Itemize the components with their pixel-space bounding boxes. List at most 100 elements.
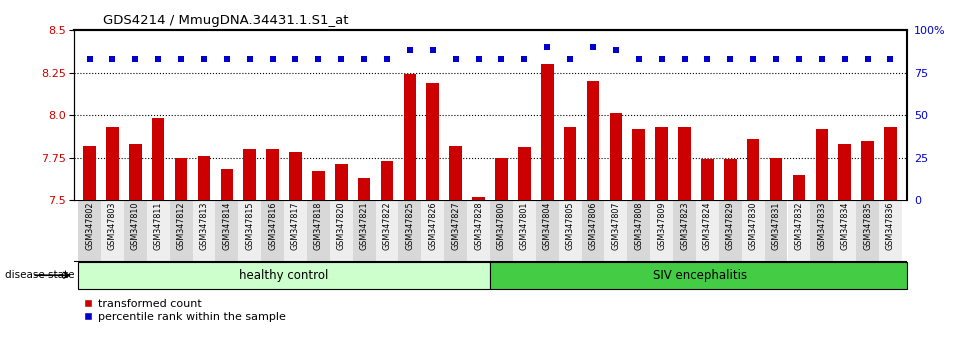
Point bbox=[402, 48, 417, 53]
Text: GDS4214 / MmugDNA.34431.1.S1_at: GDS4214 / MmugDNA.34431.1.S1_at bbox=[103, 13, 349, 27]
Text: GSM347823: GSM347823 bbox=[680, 202, 689, 250]
Bar bbox=[673, 200, 696, 262]
Point bbox=[470, 56, 486, 62]
Point bbox=[585, 44, 601, 50]
Bar bbox=[719, 200, 742, 262]
Point bbox=[883, 56, 899, 62]
Text: GSM347800: GSM347800 bbox=[497, 202, 506, 250]
Point bbox=[265, 56, 280, 62]
Text: GSM347808: GSM347808 bbox=[634, 202, 643, 250]
Text: GSM347801: GSM347801 bbox=[519, 202, 529, 250]
Bar bbox=[444, 200, 467, 262]
Bar bbox=[238, 200, 261, 262]
Bar bbox=[587, 81, 600, 200]
Point bbox=[563, 56, 578, 62]
Text: GSM347806: GSM347806 bbox=[588, 202, 598, 250]
Bar bbox=[747, 139, 760, 200]
Point bbox=[722, 56, 738, 62]
Text: GSM347816: GSM347816 bbox=[269, 202, 277, 250]
Point bbox=[837, 56, 853, 62]
Point bbox=[311, 56, 326, 62]
Text: GSM347827: GSM347827 bbox=[451, 202, 461, 251]
Text: GSM347828: GSM347828 bbox=[474, 202, 483, 250]
Text: GSM347822: GSM347822 bbox=[382, 202, 392, 251]
Bar bbox=[518, 147, 530, 200]
Bar bbox=[650, 200, 673, 262]
Bar bbox=[861, 141, 874, 200]
Bar bbox=[581, 200, 605, 262]
Point bbox=[173, 56, 189, 62]
Bar bbox=[220, 170, 233, 200]
Point bbox=[196, 56, 212, 62]
Bar bbox=[358, 178, 370, 200]
Bar bbox=[198, 156, 211, 200]
Bar bbox=[857, 200, 879, 262]
Bar bbox=[330, 200, 353, 262]
Point bbox=[150, 56, 166, 62]
Bar bbox=[559, 200, 581, 262]
Bar bbox=[353, 200, 375, 262]
Text: GSM347833: GSM347833 bbox=[817, 202, 826, 250]
Text: GSM347820: GSM347820 bbox=[337, 202, 346, 250]
Bar bbox=[123, 200, 147, 262]
Point bbox=[859, 56, 875, 62]
Bar bbox=[152, 119, 165, 200]
Point bbox=[81, 56, 97, 62]
Legend: transformed count, percentile rank within the sample: transformed count, percentile rank withi… bbox=[79, 294, 290, 326]
Bar bbox=[78, 200, 101, 262]
Text: GSM347834: GSM347834 bbox=[840, 202, 850, 250]
Bar bbox=[884, 127, 897, 200]
Text: GSM347815: GSM347815 bbox=[245, 202, 254, 250]
Bar bbox=[769, 158, 782, 200]
Bar bbox=[421, 200, 444, 262]
Text: GSM347802: GSM347802 bbox=[85, 202, 94, 250]
Bar bbox=[495, 158, 508, 200]
Point bbox=[700, 56, 715, 62]
Bar bbox=[307, 200, 330, 262]
Bar bbox=[426, 83, 439, 200]
Text: GSM347817: GSM347817 bbox=[291, 202, 300, 250]
Bar bbox=[261, 200, 284, 262]
Point bbox=[105, 56, 121, 62]
Point bbox=[654, 56, 669, 62]
Point bbox=[676, 56, 692, 62]
Bar bbox=[170, 200, 192, 262]
Point bbox=[631, 56, 647, 62]
Point bbox=[242, 56, 258, 62]
Text: GSM347818: GSM347818 bbox=[314, 202, 322, 250]
Text: GSM347813: GSM347813 bbox=[200, 202, 209, 250]
Text: GSM347809: GSM347809 bbox=[658, 202, 666, 250]
Bar bbox=[192, 200, 216, 262]
Text: GSM347829: GSM347829 bbox=[726, 202, 735, 251]
Bar bbox=[78, 262, 490, 289]
Bar bbox=[627, 200, 650, 262]
Point bbox=[516, 56, 532, 62]
Point bbox=[539, 44, 555, 50]
Bar bbox=[490, 262, 906, 289]
Bar bbox=[564, 127, 576, 200]
Point bbox=[608, 48, 623, 53]
Point bbox=[768, 56, 784, 62]
Text: GSM347810: GSM347810 bbox=[130, 202, 140, 250]
Point bbox=[379, 56, 395, 62]
Text: GSM347811: GSM347811 bbox=[154, 202, 163, 250]
Bar bbox=[284, 200, 307, 262]
Bar bbox=[174, 158, 187, 200]
Text: healthy control: healthy control bbox=[239, 269, 328, 282]
Bar bbox=[129, 144, 141, 200]
Bar bbox=[605, 200, 627, 262]
Point bbox=[425, 48, 441, 53]
Text: GSM347836: GSM347836 bbox=[886, 202, 895, 250]
Bar bbox=[742, 200, 764, 262]
Bar bbox=[839, 144, 851, 200]
Bar bbox=[106, 127, 119, 200]
Bar bbox=[101, 200, 123, 262]
Bar bbox=[490, 200, 513, 262]
Bar bbox=[513, 200, 536, 262]
Bar bbox=[404, 74, 416, 200]
Bar bbox=[335, 164, 348, 200]
Bar bbox=[243, 149, 256, 200]
Bar bbox=[815, 129, 828, 200]
Text: GSM347814: GSM347814 bbox=[222, 202, 231, 250]
Point bbox=[791, 56, 807, 62]
